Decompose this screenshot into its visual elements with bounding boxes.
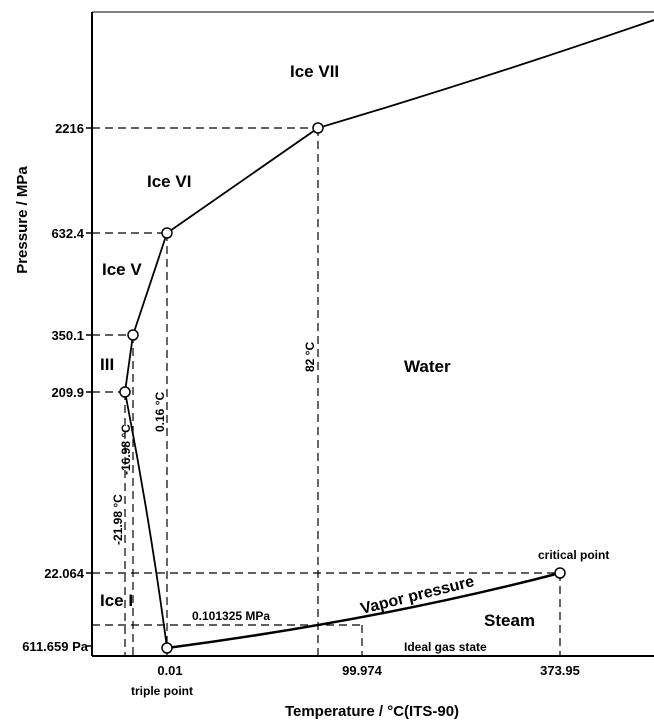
vapor-pressure-curve xyxy=(166,571,561,650)
y-tick-label: 611.659 Pa xyxy=(22,639,89,654)
x-tick-label: 373.95 xyxy=(540,663,580,678)
y-tick-label: 209.9 xyxy=(51,385,84,400)
ice-v-vi-boundary xyxy=(132,232,168,336)
y-tick-marks xyxy=(86,127,92,647)
triple-point-iii xyxy=(119,386,131,398)
ice-i-melting-curve xyxy=(124,391,168,649)
region-steam: Steam xyxy=(484,611,535,630)
triple-point-v xyxy=(127,329,139,341)
phase-points xyxy=(119,122,566,654)
annotation-atm-pressure: 0.101325 MPa xyxy=(192,609,270,623)
region-ice-vii: Ice VII xyxy=(290,62,339,81)
y-axis-title: Pressure / MPa xyxy=(14,166,31,274)
region-water: Water xyxy=(404,357,451,376)
y-tick-labels: 2216 632.4 350.1 209.9 22.064 611.659 Pa xyxy=(22,121,89,654)
critical-point-marker xyxy=(554,567,566,579)
region-ice-v: Ice V xyxy=(102,260,142,279)
annotation-0-16: 0.16 °C xyxy=(153,392,167,432)
vertical-guides xyxy=(124,128,561,656)
x-tick-label: 99.974 xyxy=(342,663,383,678)
y-tick-label: 22.064 xyxy=(44,566,85,581)
annotation-triple-point: triple point xyxy=(131,684,193,698)
x-tick-labels: 0.01 99.974 373.95 xyxy=(157,663,580,678)
annotation-critical-point: critical point xyxy=(538,548,609,562)
annotation-vapor-pressure: Vapor pressure xyxy=(359,573,476,618)
ice-iii-v-boundary xyxy=(124,334,134,393)
ice-vii-melting-curve xyxy=(317,19,654,129)
y-tick-label: 632.4 xyxy=(51,226,84,241)
annotation-minus-21-98: -21.98 °C xyxy=(111,494,125,545)
annotation-ideal-gas: Ideal gas state xyxy=(404,640,487,654)
y-tick-label: 2216 xyxy=(55,121,84,136)
annotation-minus-16-98: -16.98 °C xyxy=(119,424,133,475)
annotation-82: 82 °C xyxy=(303,342,317,372)
triple-point-vii xyxy=(312,122,324,134)
ice-vi-vii-boundary xyxy=(166,127,319,234)
phase-boundaries xyxy=(124,19,654,650)
x-axis-title: Temperature / °C(ITS-90) xyxy=(285,703,459,720)
region-ice-vi: Ice VI xyxy=(147,172,191,191)
triple-point-vi xyxy=(161,227,173,239)
y-tick-label: 350.1 xyxy=(51,328,84,343)
region-ice-i: Ice I xyxy=(100,591,133,610)
triple-point-marker xyxy=(161,642,173,654)
region-ice-iii: III xyxy=(100,355,114,374)
x-tick-label: 0.01 xyxy=(157,663,182,678)
horizontal-guides xyxy=(92,127,560,626)
